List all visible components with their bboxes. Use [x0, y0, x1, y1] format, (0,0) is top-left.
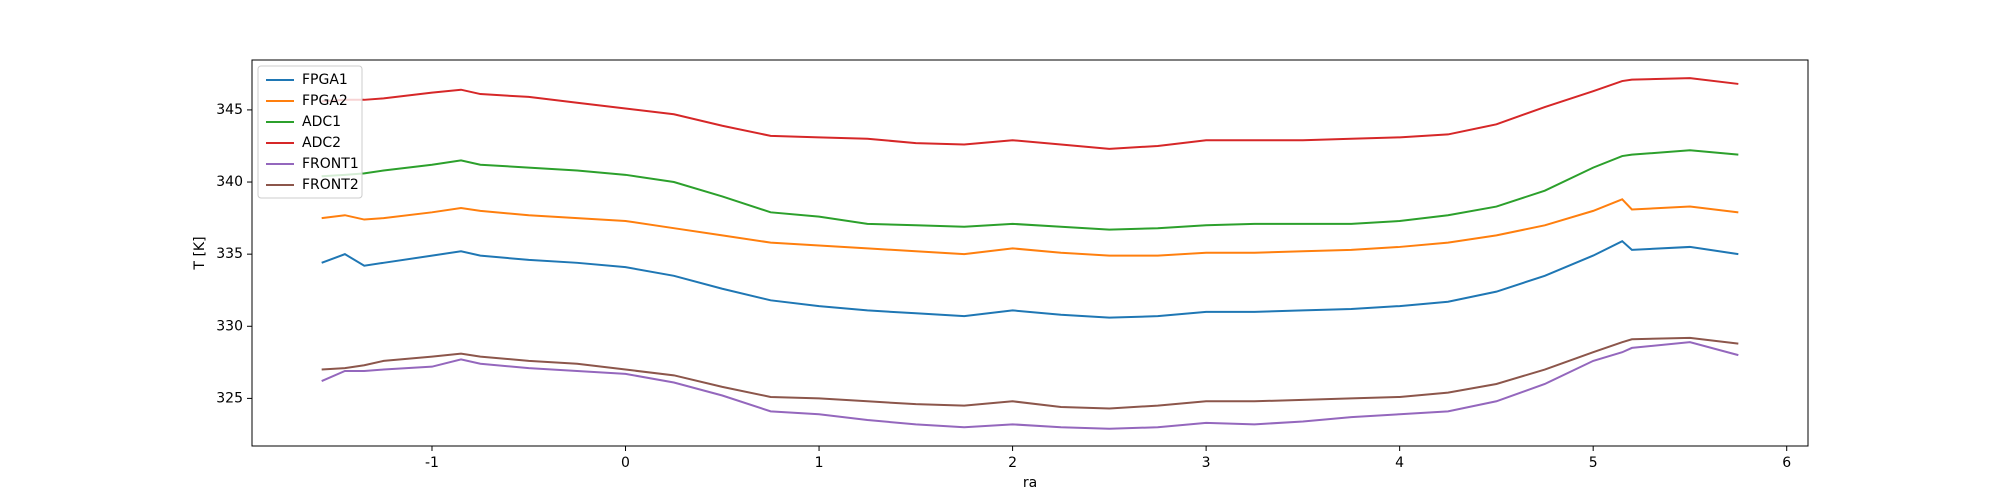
y-tick-label: 325: [216, 390, 243, 406]
y-tick-label: 340: [216, 174, 243, 190]
data-line: [321, 341, 1739, 430]
y-tick-label: 335: [216, 246, 243, 262]
y-tick-label: 330: [216, 318, 243, 334]
legend: FPGA1 FPGA2 ADC1 ADC2 FRONT1 FRONT2: [257, 65, 363, 199]
x-tick-label: 1: [815, 455, 824, 471]
data-line: [321, 239, 1739, 319]
x-tick-label: 6: [1782, 455, 1791, 471]
x-tick-label: -1: [425, 455, 439, 471]
data-line: [321, 149, 1739, 231]
legend-label: ADC2: [302, 135, 341, 151]
legend-label: ADC1: [302, 114, 341, 130]
legend-label: FRONT2: [302, 177, 359, 193]
y-axis-label: T [K]: [192, 236, 208, 270]
data-line: [321, 198, 1739, 257]
x-tick-label: 3: [1202, 455, 1211, 471]
y-tick-label: 345: [216, 102, 243, 118]
legend-label: FPGA2: [302, 93, 348, 109]
data-line: [321, 336, 1739, 410]
x-tick-label: 2: [1008, 455, 1017, 471]
x-axis-label: ra: [1023, 475, 1037, 491]
data-line: [321, 77, 1739, 150]
x-tick-label: 4: [1395, 455, 1404, 471]
legend-label: FPGA1: [302, 72, 348, 88]
x-tick-label: 5: [1589, 455, 1598, 471]
plot-frame: [251, 59, 1809, 447]
legend-label: FRONT1: [302, 156, 359, 172]
x-tick-label: 0: [621, 455, 630, 471]
